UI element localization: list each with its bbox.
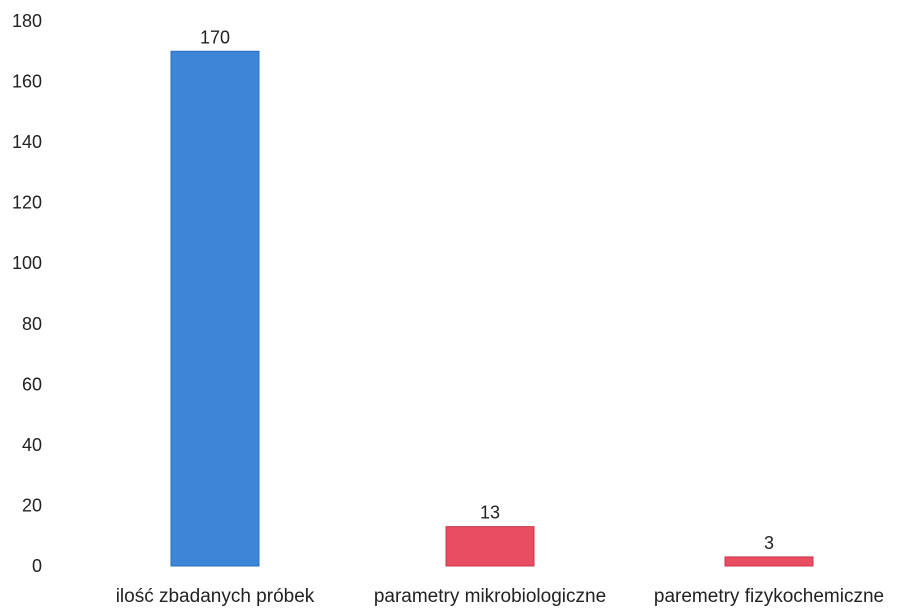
data-label-3: 3 <box>764 533 774 553</box>
y-tick-label: 160 <box>12 72 42 92</box>
y-tick-label: 80 <box>22 314 42 334</box>
x-category-label-1: ilość zbadanych próbek <box>116 586 315 607</box>
y-tick-label: 120 <box>12 193 42 213</box>
y-tick-label: 180 <box>12 11 42 31</box>
bar-1 <box>170 50 260 567</box>
y-tick-label: 100 <box>12 253 42 273</box>
y-tick-label: 0 <box>32 556 42 576</box>
bars <box>170 50 814 567</box>
bar-3 <box>724 556 814 567</box>
bar-2 <box>445 526 535 567</box>
x-axis: ilość zbadanych próbek parametry mikrobio… <box>116 586 884 607</box>
x-category-label-3: paremetry fizykochemiczne <box>654 586 884 607</box>
y-tick-label: 140 <box>12 132 42 152</box>
y-tick-label: 40 <box>22 435 42 455</box>
y-tick-label: 20 <box>22 495 42 515</box>
data-labels: 170 13 3 <box>200 27 774 553</box>
data-label-2: 13 <box>480 503 500 523</box>
y-tick-label: 60 <box>22 374 42 394</box>
x-category-label-2: parametry mikrobiologiczne <box>374 586 606 607</box>
y-axis: 0 20 40 60 80 100 120 140 160 180 <box>12 11 42 576</box>
data-label-1: 170 <box>200 27 230 47</box>
